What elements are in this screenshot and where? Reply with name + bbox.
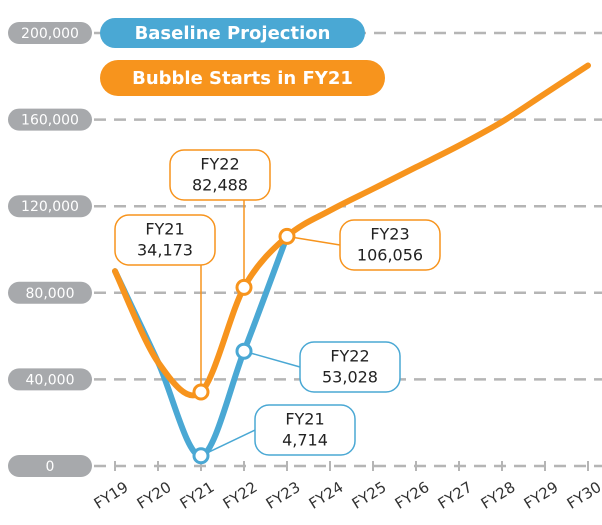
- x-tick-label: FY25: [349, 478, 390, 513]
- callout-box: [299, 341, 401, 393]
- point-marker: [235, 342, 253, 360]
- y-tick-label: 120,000: [21, 199, 79, 215]
- callout-box: [339, 219, 441, 271]
- x-tick-label: FY30: [564, 478, 602, 513]
- callout-category: FY23: [370, 225, 409, 244]
- y-tick-pill: [8, 281, 92, 304]
- x-tick-label: FY28: [478, 478, 519, 513]
- y-tick-pill: [8, 195, 92, 218]
- x-tick-label: FY22: [220, 478, 261, 513]
- callout-connector: [286, 235, 341, 246]
- legend-label: Bubble Starts in FY21: [132, 68, 353, 89]
- callout-category: FY21: [285, 410, 324, 429]
- callout-value: 53,028: [322, 368, 378, 387]
- callout-value: 82,488: [192, 176, 248, 195]
- legend-label: Baseline Projection: [135, 23, 331, 44]
- x-tick-label: FY20: [134, 478, 175, 513]
- y-tick-label: 160,000: [21, 113, 79, 129]
- y-tick-pill: [8, 455, 92, 477]
- callout-box: [254, 404, 356, 456]
- callout-connector: [200, 429, 256, 457]
- x-tick-label: FY27: [435, 478, 476, 513]
- y-tick-pill: [8, 22, 92, 44]
- point-marker: [192, 383, 210, 401]
- legend-pill: [100, 18, 365, 48]
- point-marker: [278, 227, 296, 245]
- callout-category: FY22: [200, 155, 239, 174]
- callout-box: [169, 149, 271, 201]
- y-tick-label: 40,000: [26, 372, 75, 388]
- point-marker: [235, 278, 253, 296]
- x-tick-label: FY29: [521, 478, 562, 513]
- callout-value: 4,714: [282, 431, 328, 450]
- y-tick-label: 200,000: [21, 26, 79, 42]
- y-tick-label: 80,000: [26, 286, 75, 302]
- callout-category: FY21: [145, 220, 184, 239]
- x-tick-label: FY24: [306, 478, 347, 513]
- x-tick-label: FY19: [91, 478, 132, 513]
- x-tick-label: FY23: [263, 478, 304, 513]
- x-tick-label: FY21: [177, 478, 218, 513]
- callout-connector: [243, 350, 301, 368]
- x-tick-label: FY26: [392, 478, 433, 513]
- legend-pill: [100, 60, 385, 96]
- point-marker: [192, 447, 210, 465]
- y-tick-pill: [8, 368, 92, 391]
- y-tick-label: 0: [46, 459, 55, 475]
- callout-value: 106,056: [357, 246, 423, 265]
- series-line: [112, 62, 591, 399]
- callout-category: FY22: [330, 347, 369, 366]
- callout-value: 34,173: [137, 241, 193, 260]
- callout-box: [114, 214, 216, 266]
- y-tick-pill: [8, 108, 92, 131]
